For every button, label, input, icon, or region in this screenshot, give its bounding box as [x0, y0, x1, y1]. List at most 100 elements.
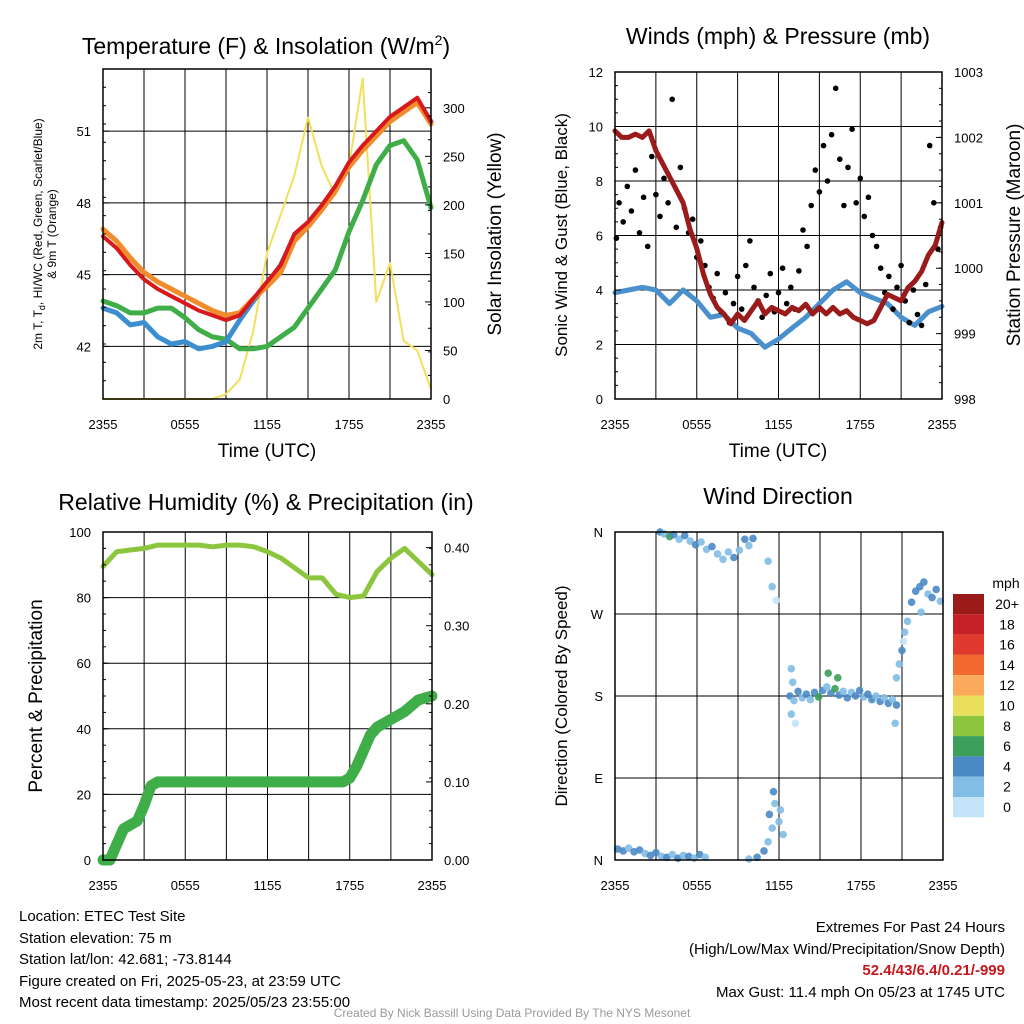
- gust-point: [853, 200, 859, 206]
- station-latlon: Station lat/lon: 42.681; -73.8144: [19, 951, 232, 968]
- gust-point: [677, 164, 684, 171]
- gust-point: [845, 164, 851, 171]
- gust-point: [779, 265, 786, 272]
- gust-point: [743, 262, 749, 269]
- direction-point: [843, 694, 852, 702]
- y-tick-label-right: 0.20: [444, 697, 469, 712]
- direction-ticks: 2355 0555 1155 1755 2355 N E S W N: [591, 525, 958, 893]
- gust-point: [816, 189, 823, 195]
- legend-swatch: [953, 614, 984, 635]
- direction-point: [898, 646, 906, 655]
- y-tick-label: 8: [596, 174, 603, 189]
- x-tick-label: 0555: [683, 878, 712, 893]
- legend-swatch: [953, 756, 984, 777]
- gust-point: [661, 175, 667, 182]
- direction-point: [794, 687, 802, 696]
- legend-label: 20+: [995, 596, 1019, 612]
- y-tick-label-right: 0.00: [444, 853, 469, 868]
- temperature-xlabel: Time (UTC): [218, 441, 317, 462]
- recent-timestamp: Most recent data timestamp: 2025/05/23 2…: [19, 994, 351, 1011]
- gust-point: [820, 142, 827, 149]
- gust-point: [698, 238, 704, 244]
- direction-point: [790, 696, 798, 705]
- gust-point: [653, 191, 659, 198]
- gust-point: [869, 232, 876, 239]
- legend-label: 18: [999, 616, 1015, 632]
- legend-swatch: [953, 776, 984, 797]
- x-tick-label: 2355: [601, 878, 630, 893]
- legend-label: 0: [1003, 799, 1011, 815]
- station-info: Location: ETEC Test Site Station elevati…: [19, 906, 350, 1014]
- temperature-title: Temperature (F) & Insolation (W/m2): [82, 32, 450, 59]
- gust-point: [910, 287, 917, 293]
- temperature-series: [100, 77, 434, 400]
- pressure-line: [612, 128, 945, 327]
- direction-point: [675, 535, 683, 544]
- direction-point: [776, 806, 785, 814]
- gust-point: [751, 284, 757, 291]
- gust-point: [628, 208, 635, 214]
- y-tick-label-right: 1000: [954, 261, 983, 276]
- direction-point: [764, 557, 772, 565]
- gust-point: [926, 142, 933, 149]
- direction-point: [788, 678, 797, 687]
- y-tick-label-right: 1003: [954, 65, 983, 80]
- direction-point: [686, 537, 694, 545]
- gust-point: [800, 227, 806, 233]
- svg-text:& 9m T (Orange): & 9m T (Orange): [45, 189, 59, 279]
- speed-legend: mph 20+ 18 16 14 12 10 8 6 4 2 0: [953, 575, 1020, 818]
- gust-point: [931, 200, 937, 206]
- y-tick-label-right: 0.30: [444, 619, 469, 634]
- legend-swatch: [953, 594, 984, 615]
- gust-point: [636, 230, 643, 236]
- extremes-title: Extremes For Past 24 Hours: [815, 919, 1005, 936]
- y-tick-label-right: 0.10: [444, 775, 469, 790]
- figure-created: Figure created on Fri, 2025-05-23, at 23…: [19, 972, 341, 990]
- winds-title: Winds (mph) & Pressure (mb): [626, 23, 930, 49]
- direction-point: [724, 548, 733, 556]
- legend-swatch: [953, 654, 984, 676]
- gust-point: [837, 156, 843, 162]
- x-tick-label: 1755: [846, 417, 875, 432]
- gust-point: [722, 289, 729, 296]
- x-tick-label: 1755: [335, 878, 364, 893]
- direction-point: [735, 546, 744, 554]
- temp-line: [101, 95, 433, 323]
- direction-point: [670, 530, 678, 539]
- direction-point: [787, 710, 796, 718]
- humidity-title: Relative Humidity (%) & Precipitation (i…: [58, 489, 473, 515]
- temperature-panel: Temperature (F) & Insolation (W/m2) 2355…: [31, 32, 506, 462]
- temperature-ylabel-right: Solar Insolation (Yellow): [485, 132, 506, 335]
- direction-point: [775, 817, 783, 826]
- gust-point: [640, 194, 647, 201]
- svg-text:2m T, Td, HI/WC (Red, Green, S: 2m T, Td, HI/WC (Red, Green, Scarlet/Blu…: [31, 118, 47, 349]
- legend-label: 12: [999, 677, 1015, 693]
- direction-point: [719, 555, 727, 564]
- legend-label: 6: [1003, 738, 1011, 754]
- gust-point: [914, 311, 921, 318]
- x-tick-label: 1755: [335, 417, 364, 432]
- direction-point: [834, 674, 842, 682]
- gust-point: [808, 202, 814, 209]
- winds-panel: Winds (mph) & Pressure (mb) 2355 0555 1155…: [552, 23, 1024, 462]
- direction-point: [708, 542, 716, 551]
- direction-point: [831, 684, 839, 693]
- gust-point: [632, 167, 639, 173]
- y-tick-label: N: [594, 525, 603, 540]
- direction-point: [745, 541, 753, 550]
- humidity-series: [97, 542, 438, 866]
- direction-point: [768, 824, 776, 832]
- y-tick-label: E: [594, 771, 603, 786]
- direction-point: [839, 687, 847, 696]
- gust-point: [673, 224, 680, 231]
- direction-point: [697, 538, 705, 546]
- gust-point: [644, 243, 651, 250]
- y-tick-label-right: 200: [443, 198, 465, 213]
- gust-point: [898, 262, 904, 269]
- temperature-ylabel-left: 2m T, Td, HI/WC (Red, Green, Scarlet/Blu…: [31, 118, 59, 349]
- x-tick-label: 2355: [601, 417, 630, 432]
- legend-swatch: [953, 695, 984, 716]
- y-tick-label: 60: [77, 656, 91, 671]
- y-tick-label-right: 1001: [954, 196, 983, 211]
- x-tick-label: 0555: [171, 878, 200, 893]
